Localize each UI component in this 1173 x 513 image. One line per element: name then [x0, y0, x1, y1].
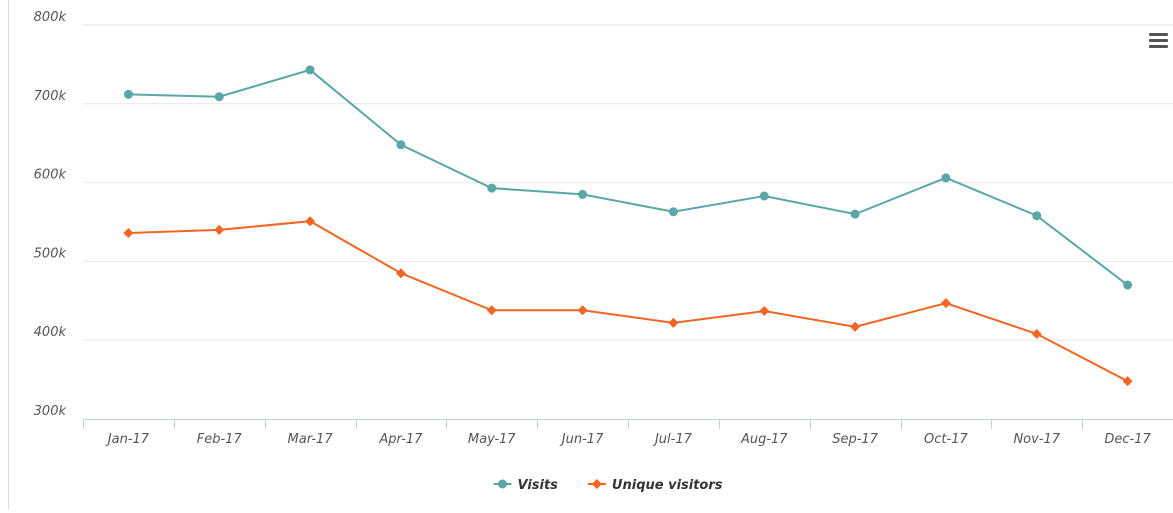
point: [214, 92, 224, 102]
legend-label: Unique visitors: [612, 478, 723, 493]
y-tick-label: 700k: [34, 89, 67, 104]
point: [1031, 328, 1042, 339]
point: [759, 191, 769, 201]
x-tick-label: Feb-17: [197, 432, 243, 447]
menu-icon[interactable]: [1149, 33, 1168, 48]
legend-label: Visits: [517, 478, 558, 493]
y-tick-label: 500k: [34, 246, 67, 261]
point: [1123, 280, 1133, 290]
y-tick-label: 600k: [34, 168, 67, 183]
x-tick-label: Apr-17: [378, 432, 423, 447]
point: [668, 207, 678, 217]
x-tick-label: Nov-17: [1013, 432, 1060, 447]
y-tick-label: 400k: [34, 325, 67, 340]
x-tick-label: Sep-17: [832, 432, 878, 447]
point: [668, 317, 679, 328]
legend-marker: [497, 479, 507, 489]
point: [578, 189, 588, 199]
x-tick-label: Dec-17: [1104, 432, 1151, 447]
point: [940, 298, 951, 309]
point: [577, 305, 588, 316]
point: [305, 65, 315, 75]
y-tick-label: 800k: [34, 10, 67, 25]
legend-item[interactable]: Unique visitors: [587, 478, 723, 493]
x-tick-label: May-17: [468, 432, 516, 447]
point: [759, 306, 770, 317]
point: [941, 173, 951, 183]
x-tick-label: Jun-17: [559, 432, 604, 447]
point: [214, 224, 225, 235]
point: [1032, 211, 1042, 221]
point: [123, 89, 133, 99]
point: [305, 216, 316, 227]
point: [487, 183, 497, 193]
point: [850, 209, 860, 219]
y-tick-label: 300k: [34, 404, 67, 419]
point: [1122, 376, 1133, 387]
x-tick-label: Jan-17: [105, 432, 150, 447]
point: [850, 321, 861, 332]
legend-item[interactable]: Visits: [493, 478, 558, 493]
x-tick-label: Aug-17: [740, 432, 788, 447]
point: [486, 305, 497, 316]
point: [396, 140, 406, 150]
legend-marker: [591, 479, 602, 489]
point: [123, 228, 134, 239]
x-tick-label: Jul-17: [652, 432, 693, 447]
series-line: [128, 220, 1129, 383]
x-tick-label: Mar-17: [288, 432, 334, 447]
x-tick-label: Oct-17: [924, 432, 968, 447]
point: [395, 268, 406, 279]
legend: Visits Unique visitors: [493, 478, 723, 493]
series-line: [128, 68, 1129, 286]
